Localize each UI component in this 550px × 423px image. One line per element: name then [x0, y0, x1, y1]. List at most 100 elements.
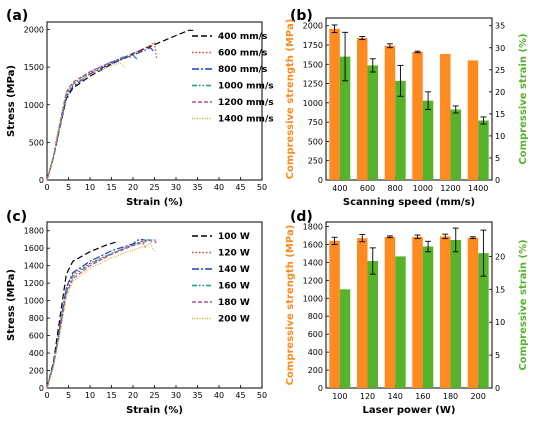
- x-tick-label: 5: [66, 183, 71, 192]
- strength-bar: [357, 38, 368, 180]
- plot-frame: [325, 221, 493, 389]
- y-left-tick-label: 500: [308, 137, 323, 146]
- x-tick-label: 1400: [468, 184, 488, 193]
- y-tick-label: 1200: [24, 279, 44, 288]
- y-tick-label: 1000: [24, 297, 44, 306]
- strength-bar: [384, 236, 396, 388]
- y-left-axis-label: Compressive strength (MPa): [285, 225, 296, 386]
- y-tick-label: 2000: [24, 26, 44, 35]
- x-axis-label: Strain (%): [126, 405, 183, 416]
- series-line: [46, 55, 134, 181]
- x-tick-label: 140: [388, 392, 403, 401]
- strain-bar: [450, 109, 461, 180]
- y-right-tick-label: 15: [495, 110, 505, 119]
- panel-label: (a): [6, 8, 28, 24]
- x-tick-label: 200: [471, 392, 486, 401]
- x-tick-label: 25: [149, 183, 159, 192]
- x-tick-label: 400: [332, 184, 347, 193]
- series-line: [46, 61, 125, 181]
- strength-bar: [384, 45, 396, 180]
- y-left-tick-label: 250: [308, 157, 323, 166]
- y-tick-label: 400: [29, 349, 44, 358]
- y-left-tick-label: 2000: [303, 22, 323, 31]
- strain-bar: [422, 100, 434, 180]
- x-axis-label: Laser power (W): [363, 405, 456, 416]
- strain-bar: [395, 80, 406, 180]
- y-left-tick-label: 1250: [303, 80, 323, 89]
- panel-d: (d)100 120 140 160 180 2000200400600800100012…: [285, 209, 529, 416]
- legend-label: 160 W: [218, 282, 250, 292]
- legend-label: 400 mm/s: [218, 32, 267, 42]
- strength-bar: [329, 240, 340, 388]
- strain-bar: [395, 256, 406, 388]
- x-tick-label: 40: [214, 183, 224, 192]
- y-tick-label: 200: [29, 367, 44, 376]
- y-right-tick-label: 10: [495, 318, 505, 327]
- legend-label: 600 mm/s: [218, 49, 267, 59]
- y-axis-label: Stress (MPa): [6, 65, 17, 137]
- x-tick-label: 800: [388, 184, 403, 193]
- series-line: [46, 238, 153, 389]
- x-tick-label: 0: [44, 391, 49, 400]
- x-tick-label: 120: [360, 392, 375, 401]
- series-line: [46, 240, 147, 389]
- x-tick-label: 1000: [413, 184, 433, 193]
- strain-bar: [422, 246, 434, 388]
- y-tick-label: 1000: [24, 101, 44, 110]
- panel-label: (d): [290, 209, 313, 225]
- y-right-axis-label: Compressive strain (%): [518, 33, 529, 164]
- y-left-tick-label: 0: [318, 176, 323, 185]
- legend-label: 140 W: [218, 265, 250, 275]
- x-tick-label: 30: [171, 391, 181, 400]
- y-left-tick-label: 1200: [303, 276, 323, 285]
- y-right-axis-label: Compressive strain (%): [518, 239, 529, 370]
- y-right-tick-label: 5: [495, 154, 500, 163]
- series-line: [46, 46, 155, 181]
- series-line: [46, 238, 147, 389]
- y-left-tick-label: 750: [308, 118, 323, 127]
- strength-bar: [412, 51, 423, 181]
- y-left-axis-label: Compressive strength (MPa): [285, 19, 296, 180]
- y-left-tick-label: 1600: [303, 240, 323, 249]
- x-tick-label: 35: [192, 183, 202, 192]
- y-right-tick-label: 0: [495, 176, 500, 185]
- legend-label: 800 mm/s: [218, 65, 267, 75]
- x-tick-label: 25: [149, 391, 159, 400]
- legend-label: 1000 mm/s: [218, 82, 274, 92]
- strain-bar: [367, 65, 378, 180]
- x-tick-label: 1200: [440, 184, 460, 193]
- legend-label: 120 W: [218, 249, 250, 259]
- legend-label: 180 W: [218, 298, 250, 308]
- x-tick-label: 15: [106, 391, 116, 400]
- y-right-tick-label: 5: [495, 351, 500, 360]
- series-line: [46, 29, 194, 181]
- strength-bar: [467, 60, 479, 180]
- y-right-tick-label: 25: [495, 66, 505, 75]
- x-tick-label: 20: [128, 183, 138, 192]
- strain-bar: [478, 253, 489, 388]
- y-left-tick-label: 800: [308, 312, 323, 321]
- x-tick-label: 20: [128, 391, 138, 400]
- y-tick-label: 0: [39, 176, 44, 185]
- legend-label: 1200 mm/s: [218, 98, 274, 108]
- y-left-tick-label: 1750: [303, 41, 323, 50]
- strain-bar: [367, 261, 378, 388]
- strength-bar: [412, 236, 423, 388]
- strength-bar: [440, 53, 451, 180]
- x-tick-label: 10: [85, 391, 95, 400]
- y-tick-label: 1800: [24, 227, 44, 236]
- strength-bar: [467, 237, 479, 388]
- y-left-tick-label: 1000: [303, 99, 323, 108]
- panel-a: (a)0 5 10 15 20 25 30 35 40 45 500500100015002000S…: [6, 8, 274, 208]
- y-tick-label: 1500: [24, 63, 44, 72]
- series-line: [46, 238, 158, 389]
- x-tick-label: 600: [360, 184, 375, 193]
- x-tick-label: 180: [443, 392, 458, 401]
- x-axis-label: Scanning speed (mm/s): [343, 197, 475, 208]
- x-tick-label: 45: [235, 391, 245, 400]
- y-left-tick-label: 400: [308, 348, 323, 357]
- y-right-tick-label: 10: [495, 132, 505, 141]
- x-tick-label: 0: [44, 183, 49, 192]
- y-tick-label: 1400: [24, 262, 44, 271]
